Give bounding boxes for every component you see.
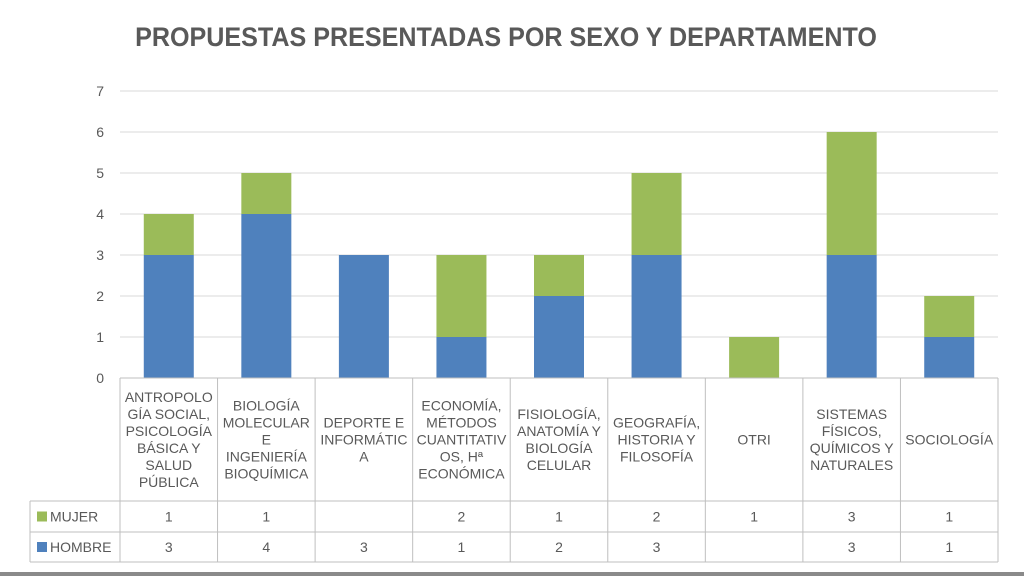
bar-hombre [143,255,194,378]
bar-hombre [534,296,584,378]
category-label: SALUD [145,457,192,473]
bar-hombre [924,337,975,378]
category-label: A [359,449,369,465]
table-value: 3 [848,509,856,525]
y-tick-label: 7 [96,83,104,99]
table-value: 1 [555,509,563,525]
bar-mujer [826,132,877,255]
category-label: INGENIERÍA [226,449,308,465]
category-label: E [262,432,271,448]
legend-label: MUJER [50,509,98,525]
category-label: GÍA SOCIAL, [128,406,210,422]
category-label: ECONÓMICA [418,466,505,482]
table-value: 2 [458,509,466,525]
table-value: 3 [360,539,368,555]
y-tick-label: 1 [96,329,104,345]
category-label: GEOGRAFÍA, [613,415,700,431]
table-value: 2 [555,539,563,555]
bar-hombre [631,255,682,378]
legend-key-hombre [37,542,47,552]
table-value: 1 [945,509,953,525]
bar-mujer [631,173,682,255]
y-tick-label: 6 [96,124,104,140]
category-label: PSICOLOGÍA [126,423,213,439]
category-label: CELULAR [527,457,592,473]
category-label: BIOLOGÍA [526,440,594,456]
category-label: ANTROPOLO [125,389,213,405]
y-tick-label: 5 [96,165,104,181]
bar-mujer [143,214,194,255]
category-label: PÚBLICA [139,474,200,490]
category-label: ECONOMÍA, [421,398,501,414]
table-value: 1 [165,509,173,525]
table-value: 1 [262,509,270,525]
chart-title: PROPUESTAS PRESENTADAS POR SEXO Y DEPART… [135,22,877,52]
category-label: OTRI [737,432,770,448]
category-label: CUANTITATIV [417,432,507,448]
y-tick-label: 0 [96,370,104,386]
bar-mujer [729,337,780,378]
category-label: SOCIOLOGÍA [905,432,994,448]
bar-mujer [241,173,292,214]
category-label: ANATOMÍA Y [517,423,602,439]
category-label: MÉTODOS [426,415,497,431]
bar-mujer [534,255,584,296]
category-label: QUÍMICOS Y [810,440,894,456]
bar-hombre [436,337,487,378]
table-value: 3 [165,539,173,555]
category-label: OS, Hª [440,449,484,465]
category-label: INFORMÁTIC [320,432,407,448]
bar-mujer [436,255,487,337]
category-label: MOLECULAR [223,415,310,431]
table-value: 1 [458,539,466,555]
table-value: 2 [653,509,661,525]
category-label: HISTORIA Y [618,432,697,448]
category-label: DEPORTE E [324,415,405,431]
bar-hombre [338,255,389,378]
legend-key-mujer [37,511,47,522]
bar-mujer [924,296,975,337]
y-tick-label: 2 [96,288,104,304]
category-label: FILOSOFÍA [620,449,694,465]
category-label: SISTEMAS [816,406,887,422]
table-value: 3 [848,539,856,555]
category-label: BÁSICA Y [137,440,201,456]
table-value: 4 [262,539,270,555]
legend-label: HOMBRE [50,539,111,555]
y-tick-label: 4 [96,206,104,222]
table-value: 1 [750,509,758,525]
y-tick-label: 3 [96,247,104,263]
bar-hombre [826,255,877,378]
category-label: FISIOLOGÍA, [517,406,600,422]
category-label: FÍSICOS, [822,423,882,439]
table-value: 3 [653,539,661,555]
bar-hombre [241,214,292,378]
bottom-rule [0,572,1024,576]
category-label: BIOLOGÍA [233,398,301,414]
table-value: 1 [945,539,953,555]
category-label: NATURALES [810,457,893,473]
category-label: BIOQUÍMICA [224,466,309,482]
